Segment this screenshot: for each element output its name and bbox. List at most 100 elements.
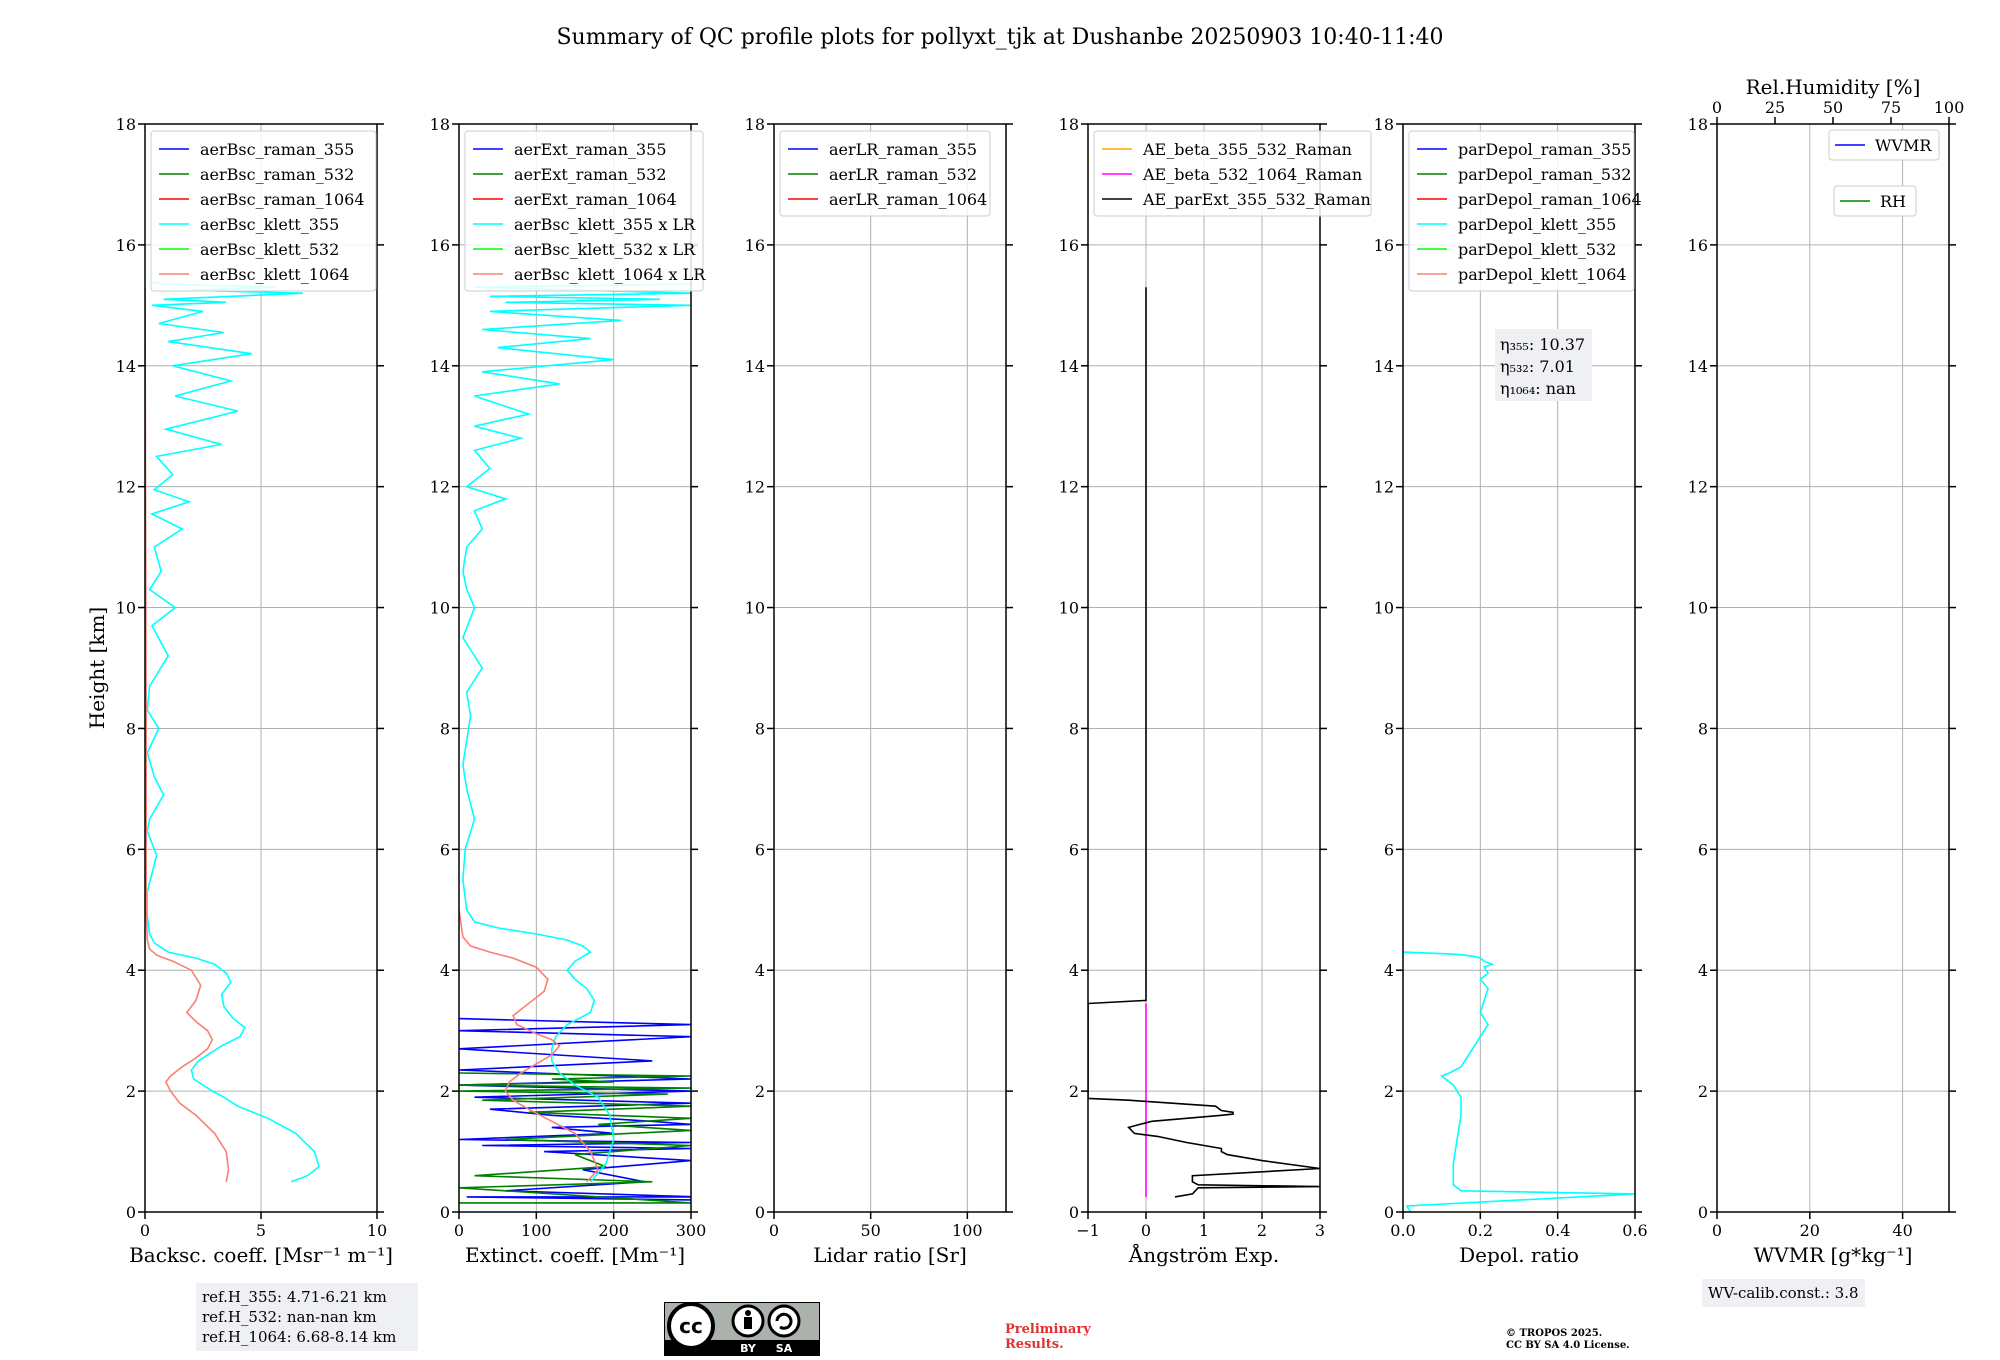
legend-box	[464, 130, 704, 292]
y-tick-label: 18	[430, 115, 450, 134]
legend-label: aerBsc_raman_355	[200, 140, 354, 159]
legend: parDepol_raman_355 parDepol_raman_532 parD…	[1408, 130, 1642, 292]
x-tick-label: 0	[454, 1221, 464, 1240]
x-tick-label: 10	[367, 1221, 387, 1240]
legend-label: WVMR	[1875, 136, 1932, 155]
y-tick-label: 4	[1698, 961, 1708, 980]
y-tick-label: 0	[1069, 1203, 1079, 1222]
y-tick-label: 2	[126, 1082, 136, 1101]
top-x-tick-label: 0	[1712, 98, 1722, 117]
top-x-tick-label: 100	[1934, 98, 1965, 117]
x-axis-label: WVMR [g*kg⁻¹]	[1754, 1243, 1913, 1267]
wv-calibration-box: WV-calib.const.: 3.8	[1702, 1279, 1865, 1307]
y-tick-label: 6	[126, 840, 136, 859]
legend: AE_beta_355_532_Raman AE_beta_532_1064_Ra…	[1093, 130, 1372, 217]
cc-sa-label: SA	[776, 1342, 793, 1355]
y-tick-label: 14	[1374, 357, 1394, 376]
copyright-line-1: © TROPOS 2025.	[1506, 1328, 1603, 1339]
legend-label: AE_parExt_355_532_Raman	[1142, 190, 1371, 209]
x-axis-label: Ångström Exp.	[1128, 1242, 1279, 1267]
y-tick-label: 18	[1059, 115, 1079, 134]
series-line-aerExt-raman-355	[459, 1017, 691, 1201]
y-tick-label: 12	[430, 478, 450, 497]
legend-label: parDepol_raman_532	[1458, 165, 1631, 184]
y-tick-label: 8	[440, 719, 450, 738]
y-tick-label: 2	[1069, 1082, 1079, 1101]
x-tick-label: 0.0	[1390, 1221, 1415, 1240]
y-tick-label: 18	[745, 115, 765, 134]
ref-height-1064: ref.H_1064: 6.68-8.14 km	[202, 1328, 397, 1346]
y-tick-label: 2	[755, 1082, 765, 1101]
y-tick-label: 10	[430, 599, 450, 618]
legend-label: parDepol_klett_532	[1458, 240, 1616, 259]
eta-annotation-line: η₅₃₂: 7.01	[1500, 357, 1575, 376]
y-tick-label: 10	[1688, 599, 1708, 618]
plot-frame	[1716, 123, 1950, 1213]
y-tick-label: 4	[755, 961, 765, 980]
legend-label: aerBsc_klett_355	[200, 215, 339, 234]
legend: aerBsc_raman_355 aerBsc_raman_532 aerBsc_r…	[150, 130, 377, 292]
y-tick-label: 12	[1374, 478, 1394, 497]
x-tick-label: 5	[256, 1221, 266, 1240]
legend-label: RH	[1880, 192, 1906, 211]
legend-label: aerBsc_raman_532	[200, 165, 354, 184]
x-axis-label: Depol. ratio	[1459, 1243, 1579, 1267]
y-tick-label: 10	[1059, 599, 1079, 618]
series-line-aerBsc-klett-1064	[145, 287, 230, 1182]
y-tick-label: 18	[1688, 115, 1708, 134]
legend-box	[1828, 129, 1940, 161]
legend-box	[779, 130, 991, 217]
cc-by-label: BY	[740, 1342, 757, 1355]
person-icon	[745, 1310, 751, 1316]
plot-frame	[773, 123, 1007, 1213]
ref-height-355: ref.H_355: 4.71-6.21 km	[202, 1288, 387, 1306]
y-tick-label: 4	[1069, 961, 1079, 980]
y-tick-label: 10	[745, 599, 765, 618]
legend-label: aerExt_raman_355	[514, 140, 667, 159]
y-tick-label: 16	[430, 236, 450, 255]
legend-box	[1408, 130, 1635, 292]
legend-box	[1833, 185, 1917, 217]
y-tick-label: 16	[1059, 236, 1079, 255]
x-tick-label: 100	[521, 1221, 552, 1240]
x-tick-label: 0	[1141, 1221, 1151, 1240]
y-tick-label: 8	[1698, 719, 1708, 738]
legend-label: aerBsc_klett_1064	[200, 265, 349, 284]
y-tick-label: 0	[1384, 1203, 1394, 1222]
legend-label: AE_beta_355_532_Raman	[1142, 140, 1352, 159]
y-tick-label: 8	[126, 719, 136, 738]
figure-title: Summary of QC profile plots for pollyxt_…	[556, 25, 1443, 50]
y-tick-label: 0	[755, 1203, 765, 1222]
y-tick-label: 6	[1069, 840, 1079, 859]
y-tick-label: 6	[755, 840, 765, 859]
top-x-tick-label: 75	[1881, 98, 1901, 117]
x-tick-label: −1	[1076, 1221, 1100, 1240]
eta-annotation: η₃₅₅: 10.37 η₅₃₂: 7.01 η₁₀₆₄: nan	[1495, 329, 1592, 401]
preliminary-line-1: Preliminary	[1005, 1322, 1091, 1337]
legend: aerLR_raman_355 aerLR_raman_532 aerLR_rama…	[779, 130, 991, 217]
legend-label: aerExt_raman_532	[514, 165, 667, 184]
legend-label: parDepol_klett_355	[1458, 215, 1616, 234]
panel-depolarization: 0 2 4 6 8 10 12 14 16 18 0.0 0.2 0.4 0.6 Depol. ratio p…	[1374, 115, 1648, 1267]
series-line-aerBsc-klett-355	[146, 281, 320, 1183]
y-tick-label: 12	[745, 478, 765, 497]
y-tick-label: 16	[745, 236, 765, 255]
share-alike-icon	[775, 1312, 793, 1330]
legend-label: aerBsc_klett_355 x LR	[514, 215, 696, 234]
x-axis-label: Extinct. coeff. [Mm⁻¹]	[465, 1243, 685, 1267]
y-tick-label: 14	[1688, 357, 1708, 376]
y-tick-label: 16	[1374, 236, 1394, 255]
legend-label: aerLR_raman_355	[829, 140, 977, 159]
panel-extinction: 0 2 4 6 8 10 12 14 16 18 0 100 200 300 Extinct. coeff.…	[430, 115, 707, 1267]
wv-calibration-constant: WV-calib.const.: 3.8	[1708, 1284, 1859, 1302]
y-tick-label: 4	[1384, 961, 1394, 980]
legend-WVMR: WVMR	[1828, 129, 1940, 161]
plot-frame	[1402, 123, 1636, 1213]
y-tick-label: 8	[1069, 719, 1079, 738]
x-tick-label: 1	[1199, 1221, 1209, 1240]
y-tick-label: 6	[1384, 840, 1394, 859]
series-line-aerBsc-klett-1064-x-LR	[459, 909, 600, 1183]
y-tick-label: 8	[1384, 719, 1394, 738]
eta-annotation-line: η₃₅₅: 10.37	[1500, 335, 1585, 354]
